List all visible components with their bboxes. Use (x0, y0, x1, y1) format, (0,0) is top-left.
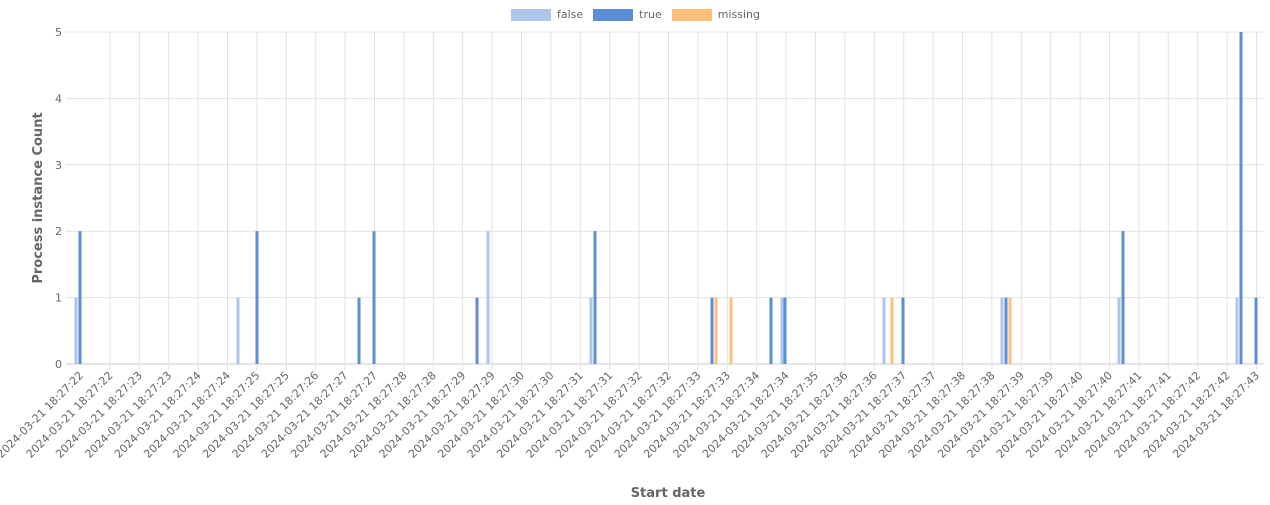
bar-false[interactable] (589, 297, 593, 364)
bar-true[interactable] (78, 231, 82, 364)
legend-item-false[interactable]: false (511, 8, 583, 21)
bar-missing[interactable] (729, 297, 733, 364)
bar-false[interactable] (236, 297, 240, 364)
legend-swatch-true (593, 8, 634, 21)
legend-label-true: true (639, 8, 662, 21)
legend-swatch-missing (671, 8, 712, 21)
bar-false[interactable] (780, 297, 784, 364)
bar-true[interactable] (783, 297, 787, 364)
bar-true[interactable] (1004, 297, 1008, 364)
bar-false[interactable] (1235, 297, 1239, 364)
x-axis-title: Start date (631, 486, 706, 501)
legend-label-false: false (557, 8, 584, 21)
bar-true[interactable] (1121, 231, 1125, 364)
bar-true[interactable] (769, 297, 773, 364)
bar-true[interactable] (593, 231, 597, 364)
chart-grid (66, 31, 1264, 370)
bar-false[interactable] (1117, 297, 1121, 364)
bar-true[interactable] (710, 297, 714, 364)
y-tick-label: 1 (55, 292, 62, 305)
legend-label-missing: missing (717, 8, 760, 21)
legend-item-true[interactable]: true (593, 8, 662, 21)
bar-true[interactable] (475, 297, 479, 364)
bar-false[interactable] (486, 231, 490, 364)
bar-true[interactable] (1239, 32, 1243, 364)
bar-true[interactable] (1254, 297, 1258, 364)
y-axis-ticks: 0 1 2 3 4 5 (55, 26, 62, 371)
chart-bars (74, 32, 1258, 364)
y-tick-label: 3 (55, 159, 62, 172)
y-tick-label: 2 (55, 225, 62, 238)
legend-item-missing[interactable]: missing (671, 8, 760, 21)
bar-true[interactable] (372, 231, 376, 364)
legend-swatch-false (511, 8, 551, 21)
bar-missing[interactable] (890, 297, 894, 364)
y-tick-label: 4 (55, 92, 62, 105)
bar-false[interactable] (1000, 297, 1004, 364)
chart-legend: false true missing (511, 8, 770, 21)
bar-false[interactable] (882, 297, 886, 364)
bar-true[interactable] (901, 297, 905, 364)
y-axis-title: Process instance Count (31, 112, 46, 283)
y-tick-label: 0 (55, 358, 62, 371)
bar-true[interactable] (357, 297, 361, 364)
bar-missing[interactable] (1008, 297, 1012, 364)
bar-false[interactable] (74, 297, 78, 364)
bar-missing[interactable] (714, 297, 718, 364)
y-tick-label: 5 (55, 26, 62, 39)
bar-true[interactable] (255, 231, 259, 364)
